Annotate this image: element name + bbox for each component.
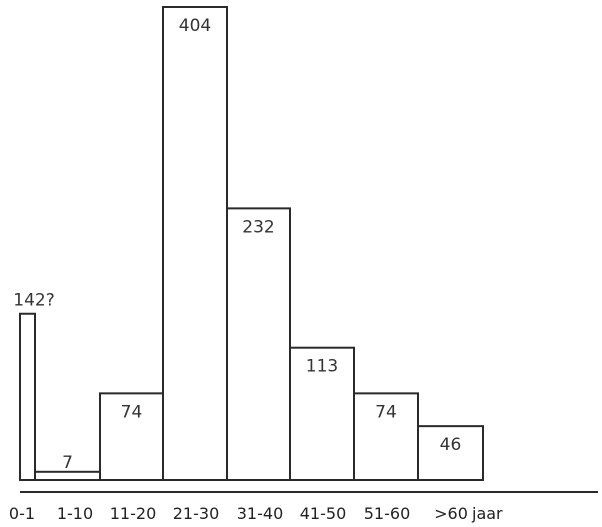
value-label->60: 46	[440, 435, 462, 455]
bar-21-30	[162, 6, 228, 481]
bars-group	[19, 6, 484, 481]
bar-1-10	[34, 470, 101, 481]
value-label-31-40: 232	[242, 217, 274, 237]
value-label-0-1: 142?	[13, 291, 54, 311]
category-label-41-50: 41-50	[300, 504, 347, 523]
value-label-21-30: 404	[179, 16, 211, 36]
category-label-0-1: 0-1	[9, 504, 35, 523]
value-label-11-20: 74	[121, 402, 143, 422]
value-labels-group: 142? 7 74 404 232 113 74 46	[13, 16, 461, 473]
bar-51-60	[353, 392, 419, 481]
value-label-1-10: 7	[62, 453, 73, 473]
category-label-1-10: 1-10	[57, 504, 93, 523]
category-label-21-30: 21-30	[173, 504, 220, 523]
category-labels-group: 0-1 1-10 11-20 21-30 31-40 41-50 51-60 >60	[9, 504, 468, 523]
bar-31-40	[226, 207, 291, 481]
bar-0-1	[19, 312, 36, 481]
value-label-41-50: 113	[306, 357, 338, 377]
category-label-11-20: 11-20	[110, 504, 157, 523]
category-label->60: >60	[434, 504, 468, 523]
bar->60	[417, 425, 484, 481]
value-label-51-60: 74	[375, 402, 397, 422]
category-label-51-60: 51-60	[364, 504, 411, 523]
x-unit-label: jaar	[471, 504, 503, 523]
category-label-31-40: 31-40	[237, 504, 284, 523]
bar-41-50	[289, 346, 355, 481]
